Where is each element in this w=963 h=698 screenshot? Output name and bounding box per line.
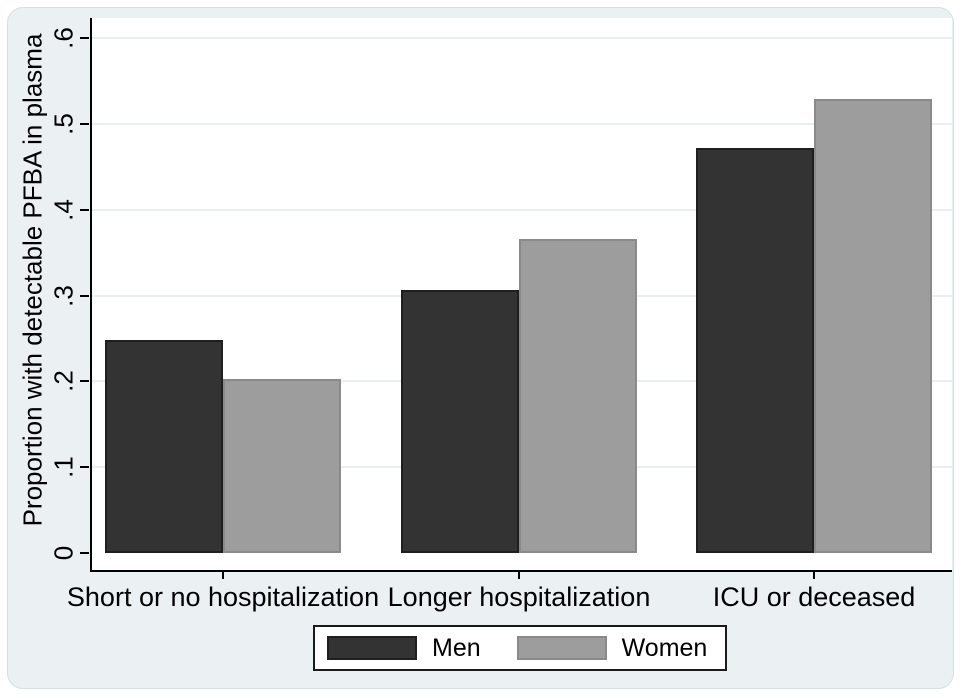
y-axis-tick-4 xyxy=(80,208,89,211)
y-axis-tick-label-0: 0 xyxy=(48,545,79,561)
gridline-y-0.4 xyxy=(92,208,952,211)
y-axis-title: Proportion with detectable PFBA in plasm… xyxy=(17,33,48,527)
y-axis-tick-label-6: .6 xyxy=(48,27,79,50)
gridline-y-0.5 xyxy=(92,123,952,125)
x-axis-tick-icu-or-deceased xyxy=(813,570,815,579)
legend-label-men: Men xyxy=(432,633,481,662)
y-axis-tick-0 xyxy=(80,552,89,554)
legend-swatch-women xyxy=(516,636,607,660)
x-category-label-icu-or-deceased: ICU or deceased xyxy=(712,582,916,612)
y-axis-tick-2 xyxy=(80,380,89,383)
x-axis-tick-short-or-no-hospitalization xyxy=(222,570,224,579)
y-axis-tick-5 xyxy=(80,123,89,125)
y-axis-tick-label-1: .1 xyxy=(48,456,79,479)
x-category-label-longer-hospitalization: Longer hospitalization xyxy=(387,582,651,612)
legend-swatch-men xyxy=(327,636,417,660)
x-category-label-short-or-no-hospitalization: Short or no hospitalization xyxy=(66,582,380,612)
bar-women-icu-or-deceased xyxy=(814,99,932,553)
y-axis-tick-label-2: .2 xyxy=(48,370,79,393)
bar-men-longer-hospitalization xyxy=(401,290,519,553)
y-axis-tick-6 xyxy=(80,37,89,40)
y-axis-tick-label-4: .4 xyxy=(48,198,79,221)
x-axis-tick-longer-hospitalization xyxy=(518,570,520,579)
y-axis-tick-label-3: .3 xyxy=(48,284,79,307)
y-axis-tick-1 xyxy=(80,466,89,469)
y-axis-tick-3 xyxy=(80,294,89,297)
legend-entry-men: Men xyxy=(327,634,481,663)
bar-men-icu-or-deceased xyxy=(696,148,814,553)
bar-women-short-or-no-hospitalization xyxy=(223,379,341,553)
gridline-y-0.6 xyxy=(92,37,952,40)
legend-entry-women: Women xyxy=(516,633,708,663)
bar-women-longer-hospitalization xyxy=(519,239,637,553)
bar-men-short-or-no-hospitalization xyxy=(105,340,223,553)
legend: Men Women xyxy=(313,625,727,671)
plot-area xyxy=(90,18,952,572)
legend-label-women: Women xyxy=(621,633,708,662)
y-axis-tick-label-5: .5 xyxy=(48,113,79,135)
